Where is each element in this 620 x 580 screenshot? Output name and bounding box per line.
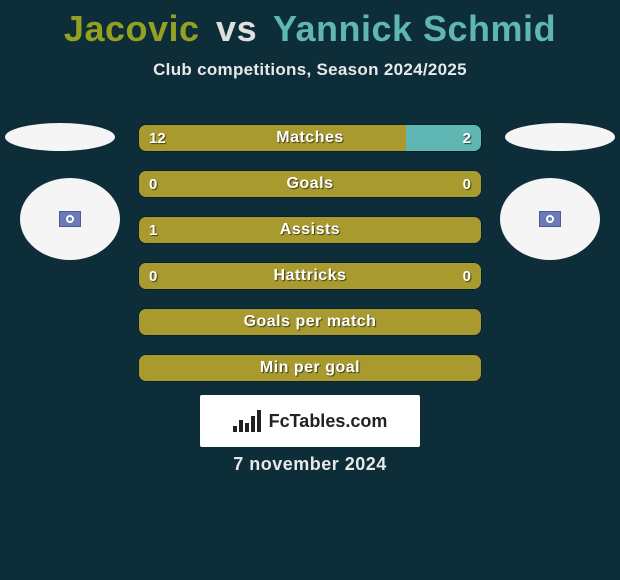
stat-row: 00Hattricks bbox=[138, 262, 482, 290]
stat-label: Assists bbox=[139, 217, 481, 243]
stat-label: Hattricks bbox=[139, 263, 481, 289]
subtitle: Club competitions, Season 2024/2025 bbox=[0, 60, 620, 80]
comparison-bars: 122Matches 00Goals 1Assists 00Hattricks Goal… bbox=[138, 124, 482, 400]
club-badge-right bbox=[539, 211, 561, 227]
stat-label: Matches bbox=[139, 125, 481, 151]
country-ellipse-right bbox=[505, 123, 615, 151]
footer-logo-text: FcTables.com bbox=[269, 411, 388, 432]
club-circle-right bbox=[500, 178, 600, 260]
country-ellipse-left bbox=[5, 123, 115, 151]
stat-label: Goals per match bbox=[139, 309, 481, 335]
date-text: 7 november 2024 bbox=[0, 454, 620, 475]
stat-row: 1Assists bbox=[138, 216, 482, 244]
stat-row: 00Goals bbox=[138, 170, 482, 198]
club-badge-left bbox=[59, 211, 81, 227]
vs-text: vs bbox=[216, 8, 257, 49]
stat-row: Min per goal bbox=[138, 354, 482, 382]
club-badge-left-icon bbox=[66, 215, 74, 223]
stat-row: 122Matches bbox=[138, 124, 482, 152]
player2-name: Yannick Schmid bbox=[273, 8, 556, 49]
footer-logo: FcTables.com bbox=[200, 395, 420, 447]
stat-label: Goals bbox=[139, 171, 481, 197]
page-title: Jacovic vs Yannick Schmid bbox=[0, 0, 620, 50]
stat-label: Min per goal bbox=[139, 355, 481, 381]
club-circle-left bbox=[20, 178, 120, 260]
fctables-icon bbox=[233, 410, 263, 432]
club-badge-right-icon bbox=[546, 215, 554, 223]
player1-name: Jacovic bbox=[64, 8, 200, 49]
stat-row: Goals per match bbox=[138, 308, 482, 336]
